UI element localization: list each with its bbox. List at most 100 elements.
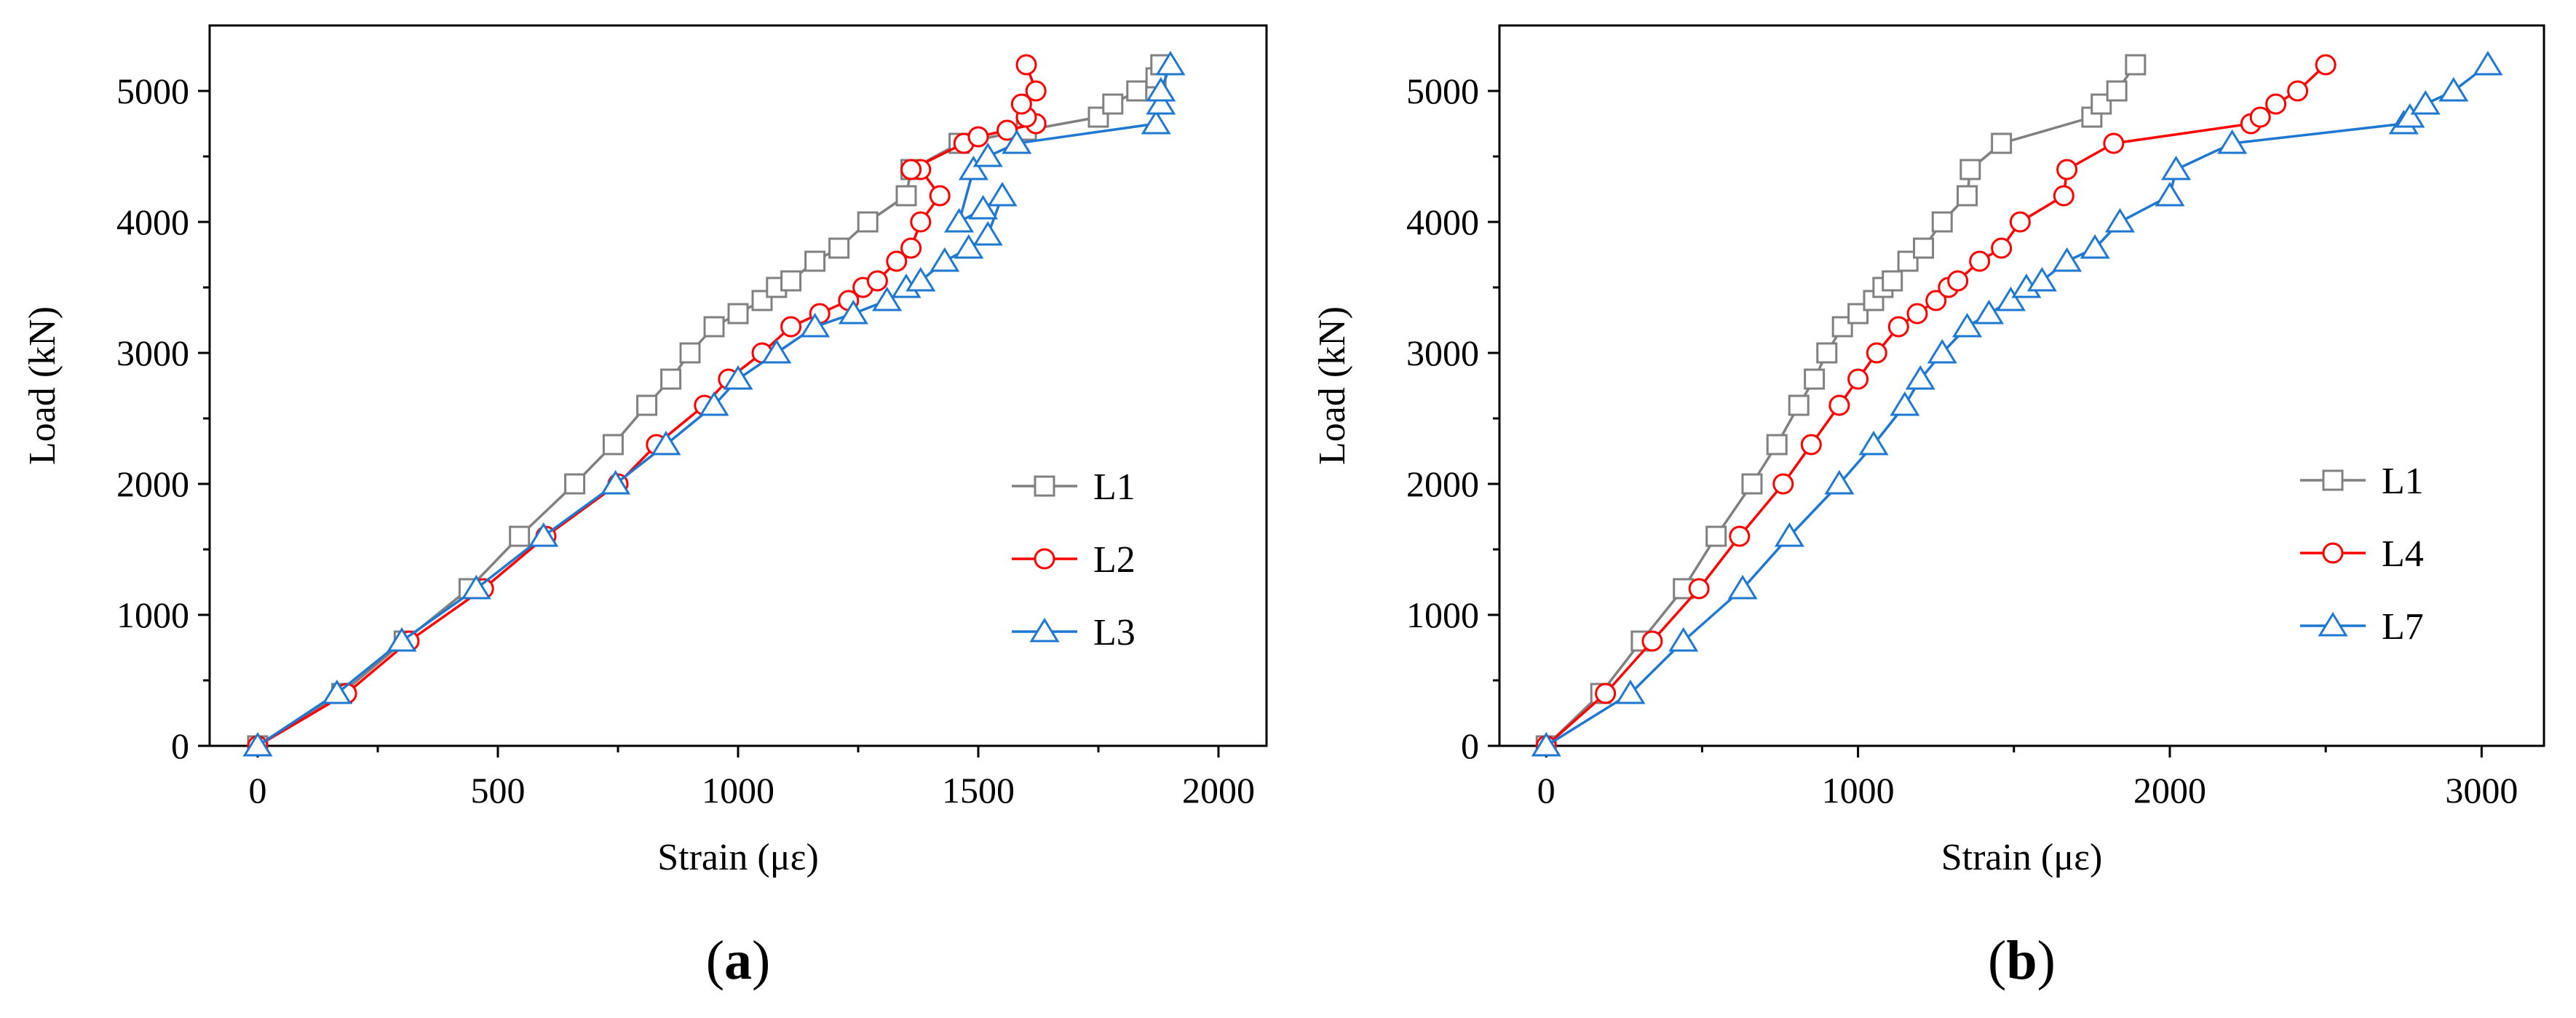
y-tick-label: 0 <box>171 725 189 766</box>
data-point <box>1905 365 1935 390</box>
legend-label: L4 <box>2382 533 2424 575</box>
legend-item: L1 <box>1012 466 1136 508</box>
data-point <box>1668 627 1699 652</box>
data-point <box>564 473 586 495</box>
legend-label: L2 <box>1093 539 1136 581</box>
data-point <box>2026 266 2057 292</box>
data-point <box>2160 155 2192 180</box>
data-point <box>2052 247 2082 272</box>
data-point <box>857 211 879 233</box>
data-point <box>1126 80 1148 102</box>
data-point <box>1931 211 1953 233</box>
chart-panel-b: 0 1000 2000 3000 0 1000 2000 3000 4000 5000 Strain… <box>1312 24 2545 991</box>
data-point <box>800 312 831 338</box>
data-point <box>1141 109 1171 135</box>
x-tick-label: 500 <box>471 770 526 811</box>
data-point <box>2155 181 2185 207</box>
data-point <box>509 525 531 547</box>
legend: L1 L2 L3 <box>1012 466 1136 653</box>
data-point <box>866 270 888 292</box>
chart-panel-a: 0 500 1000 1500 2000 0 1000 2000 3000 4000 5000 Str… <box>22 24 1268 991</box>
y-tick-label: 5000 <box>1406 71 1479 111</box>
data-point <box>1766 434 1788 456</box>
data-point <box>1010 93 1032 115</box>
legend-item: L7 <box>2300 606 2424 648</box>
data-point <box>1913 237 1935 259</box>
data-point <box>1927 338 1957 364</box>
data-point <box>968 194 999 220</box>
data-point <box>723 365 753 390</box>
data-point <box>1995 286 2026 311</box>
legend-item: L1 <box>2300 461 2424 502</box>
x-tick-label: 3000 <box>2445 770 2518 811</box>
data-point <box>804 250 826 272</box>
data-point <box>828 237 850 259</box>
data-point <box>699 391 729 416</box>
data-point <box>1959 159 1981 180</box>
data-point <box>1800 434 1822 456</box>
plot-frame <box>1498 24 2545 747</box>
data-point <box>1615 679 1646 704</box>
y-tick-label: 2000 <box>116 464 189 504</box>
data-point <box>930 247 960 272</box>
data-point <box>1828 394 1850 416</box>
data-point <box>528 522 559 547</box>
data-point <box>1969 250 1991 272</box>
x-axis-title: Strain (με) <box>657 837 819 878</box>
data-point <box>2265 93 2287 115</box>
series-L4 <box>1535 54 2337 757</box>
data-point <box>1002 129 1032 154</box>
legend-marker <box>1034 475 1055 497</box>
data-point <box>972 142 1003 167</box>
data-point <box>1025 80 1047 102</box>
data-point <box>2287 80 2309 102</box>
data-point <box>651 430 681 456</box>
data-point <box>1788 394 1810 416</box>
x-tick-label: 1500 <box>942 770 1015 811</box>
data-point <box>1866 342 1887 364</box>
x-tick-label: 0 <box>249 770 267 811</box>
data-point <box>703 316 725 338</box>
data-point <box>1146 90 1176 115</box>
data-point <box>2056 159 2078 180</box>
data-point <box>1858 430 1889 456</box>
data-point <box>242 731 273 757</box>
data-point <box>2217 129 2248 154</box>
legend-label: L3 <box>1093 612 1136 653</box>
x-tick-label: 2000 <box>2133 770 2206 811</box>
series-L1 <box>1535 54 2147 757</box>
data-point <box>1155 50 1186 76</box>
legend-item: L3 <box>1012 612 1136 653</box>
data-point <box>900 237 922 259</box>
data-point <box>1727 574 1758 600</box>
data-point <box>1906 303 1928 325</box>
data-point <box>1991 237 2013 259</box>
data-point <box>1015 54 1037 76</box>
data-point <box>602 434 624 456</box>
data-point <box>1887 316 1909 338</box>
data-point <box>1847 303 1869 325</box>
data-point <box>972 220 1003 246</box>
data-point <box>987 181 1018 207</box>
data-point <box>601 469 631 495</box>
x-tick-label: 1000 <box>1822 770 1895 811</box>
data-point <box>1673 578 1695 600</box>
x-tick-label: 2000 <box>1182 770 1255 811</box>
data-point <box>895 185 917 207</box>
data-point <box>2473 50 2503 76</box>
y-tick-label: 3000 <box>1406 333 1479 373</box>
data-point <box>2125 54 2147 76</box>
y-tick-label: 3000 <box>116 333 189 373</box>
data-point <box>1688 578 1710 600</box>
data-point <box>2395 103 2425 128</box>
data-point <box>780 270 802 292</box>
legend-marker <box>2322 542 2344 564</box>
legend-item: L4 <box>2300 533 2424 575</box>
data-point <box>1146 76 1176 102</box>
data-point <box>727 303 749 325</box>
data-point <box>2009 211 2031 233</box>
y-tick-label: 1000 <box>116 595 189 635</box>
data-point <box>2106 80 2128 102</box>
data-point <box>2104 207 2135 233</box>
x-tick-label: 0 <box>1537 770 1555 811</box>
